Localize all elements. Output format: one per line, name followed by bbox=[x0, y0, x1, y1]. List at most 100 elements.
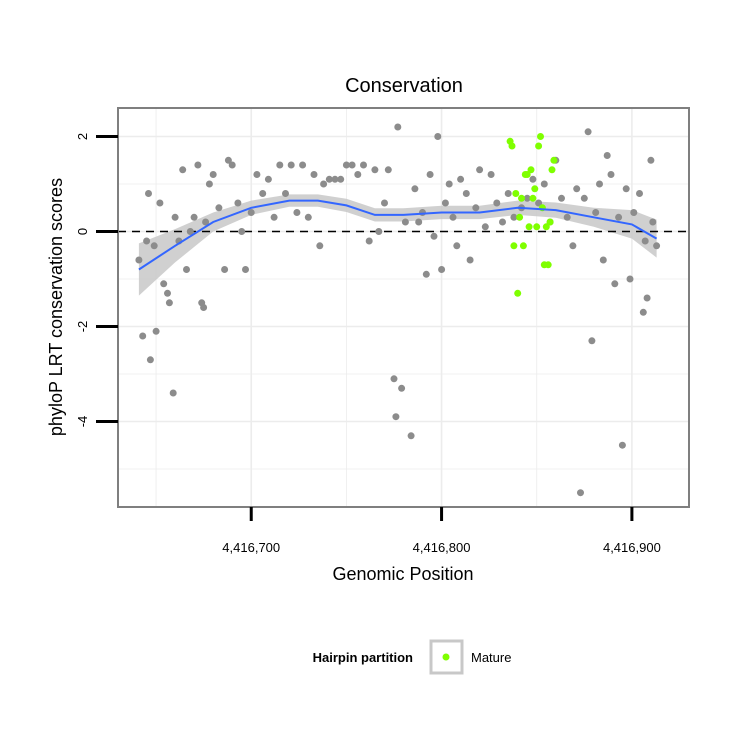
data-point bbox=[592, 209, 600, 216]
data-point bbox=[202, 218, 210, 226]
data-point bbox=[143, 237, 151, 245]
data-point bbox=[453, 242, 461, 250]
data-point bbox=[493, 199, 501, 207]
data-point bbox=[165, 299, 173, 307]
data-point bbox=[523, 194, 531, 202]
data-point bbox=[337, 175, 345, 183]
data-point bbox=[205, 180, 213, 188]
data-point bbox=[580, 194, 588, 202]
point-mature bbox=[516, 213, 524, 221]
data-point bbox=[287, 161, 295, 169]
data-point bbox=[354, 171, 362, 178]
data-point bbox=[169, 389, 177, 397]
data-point bbox=[430, 232, 438, 240]
point-mature bbox=[519, 242, 527, 250]
chart-title: Conservation bbox=[345, 75, 463, 97]
legend-key-mature bbox=[442, 653, 450, 661]
data-point bbox=[626, 275, 634, 283]
data-point bbox=[462, 190, 470, 197]
point-mature bbox=[542, 223, 550, 231]
data-point bbox=[603, 152, 611, 159]
point-mature bbox=[533, 223, 541, 231]
data-point bbox=[394, 123, 402, 131]
data-point bbox=[422, 270, 430, 278]
data-point bbox=[584, 128, 592, 136]
data-point bbox=[457, 175, 465, 183]
data-point bbox=[150, 242, 158, 250]
x-tick-label: 4,416,800 bbox=[413, 540, 471, 555]
data-point bbox=[504, 190, 512, 197]
data-point bbox=[164, 289, 171, 297]
x-tick-label: 4,416,900 bbox=[603, 540, 661, 555]
data-point bbox=[371, 166, 379, 174]
data-point bbox=[242, 266, 249, 273]
data-point bbox=[299, 161, 307, 169]
data-point bbox=[401, 218, 409, 226]
data-point bbox=[320, 180, 328, 188]
y-tick-label: -2 bbox=[75, 321, 90, 333]
data-point bbox=[183, 266, 190, 273]
y-tick-label: 2 bbox=[75, 133, 90, 140]
data-point bbox=[611, 280, 619, 288]
point-mature bbox=[531, 185, 539, 193]
data-point bbox=[577, 489, 584, 497]
data-point bbox=[441, 199, 449, 207]
data-point bbox=[476, 166, 484, 174]
data-point bbox=[171, 213, 179, 221]
legend: Hairpin partition Mature bbox=[313, 639, 511, 675]
point-mature bbox=[518, 194, 525, 202]
point-mature bbox=[527, 166, 535, 174]
data-point bbox=[407, 432, 415, 440]
data-point bbox=[639, 308, 647, 316]
data-point bbox=[342, 161, 350, 169]
data-point bbox=[152, 327, 160, 335]
data-point bbox=[253, 171, 261, 178]
y-tick-label: 0 bbox=[75, 228, 90, 235]
data-point bbox=[563, 213, 571, 221]
point-mature bbox=[508, 142, 516, 150]
data-point bbox=[392, 413, 400, 421]
data-point bbox=[276, 161, 284, 169]
data-point bbox=[641, 237, 649, 245]
data-point bbox=[247, 209, 255, 216]
data-point bbox=[398, 384, 406, 392]
data-point bbox=[145, 190, 152, 197]
point-mature bbox=[546, 218, 554, 226]
data-point bbox=[304, 213, 312, 221]
data-point bbox=[209, 171, 217, 178]
data-point bbox=[599, 256, 607, 264]
data-point bbox=[618, 441, 626, 449]
data-point bbox=[384, 166, 392, 174]
x-tick-label: 4,416,700 bbox=[222, 540, 280, 555]
point-mature bbox=[537, 133, 544, 140]
data-point bbox=[449, 213, 457, 221]
data-point bbox=[224, 156, 232, 164]
y-axis-label: phyloP LRT conservation scores bbox=[46, 178, 66, 436]
data-point bbox=[434, 133, 442, 140]
data-point bbox=[215, 204, 223, 212]
data-point bbox=[179, 166, 187, 174]
data-point bbox=[282, 190, 289, 197]
data-point bbox=[466, 256, 474, 264]
data-point bbox=[293, 209, 301, 216]
data-point bbox=[200, 304, 208, 311]
point-mature bbox=[550, 156, 558, 164]
data-point bbox=[607, 171, 615, 178]
legend-entry-mature: Mature bbox=[471, 650, 511, 665]
data-point bbox=[419, 209, 426, 216]
data-point bbox=[156, 199, 164, 207]
data-point bbox=[445, 180, 453, 188]
data-point bbox=[643, 294, 651, 302]
x-axis: 4,416,700 4,416,800 4,416,900 bbox=[222, 507, 661, 555]
data-point bbox=[264, 175, 272, 183]
data-point bbox=[649, 218, 657, 226]
y-axis: -4 -2 0 2 bbox=[75, 133, 118, 427]
data-point bbox=[259, 190, 267, 197]
smooth-line bbox=[138, 199, 658, 271]
data-point bbox=[615, 213, 623, 221]
scatter-points bbox=[135, 123, 661, 497]
data-point bbox=[472, 204, 480, 212]
y-tick-label: -4 bbox=[75, 416, 90, 428]
data-point bbox=[596, 180, 603, 188]
data-point bbox=[630, 209, 638, 216]
